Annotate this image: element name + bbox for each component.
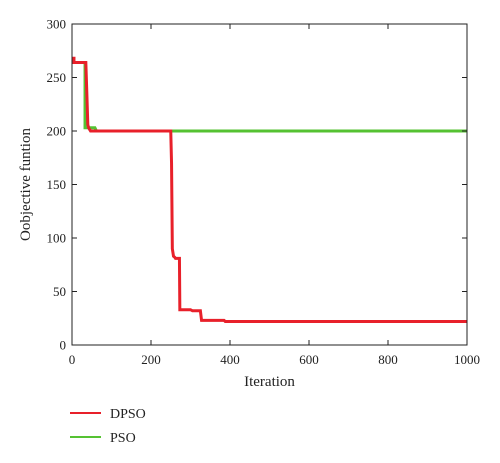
x-tick-label: 1000 [454,352,480,367]
x-tick-label: 400 [220,352,240,367]
x-axis-title: Iteration [244,374,295,390]
ticks-layer: 0 200 400 600 800 1000 0 50 100 150 200 250 300 [47,17,481,368]
y-tick-label: 150 [47,177,67,192]
legend: DPSO PSO [70,407,146,446]
y-axis-title: Oobjective funtion [18,128,34,241]
y-tick-label: 250 [47,70,67,85]
y-tick-label: 50 [53,284,66,299]
x-tick-label: 0 [69,352,76,367]
series-line-dpso [72,56,467,323]
legend-label-pso: PSO [110,431,136,446]
y-tick-label: 200 [47,124,67,139]
y-tick-label: 300 [47,17,67,32]
x-tick-label: 800 [378,352,398,367]
series-layer [72,56,467,323]
legend-label-dpso: DPSO [110,407,146,422]
plot-area [72,24,467,345]
y-tick-label: 0 [60,338,67,353]
x-tick-label: 600 [299,352,319,367]
y-tick-label: 100 [47,231,67,246]
x-tick-label: 200 [141,352,161,367]
